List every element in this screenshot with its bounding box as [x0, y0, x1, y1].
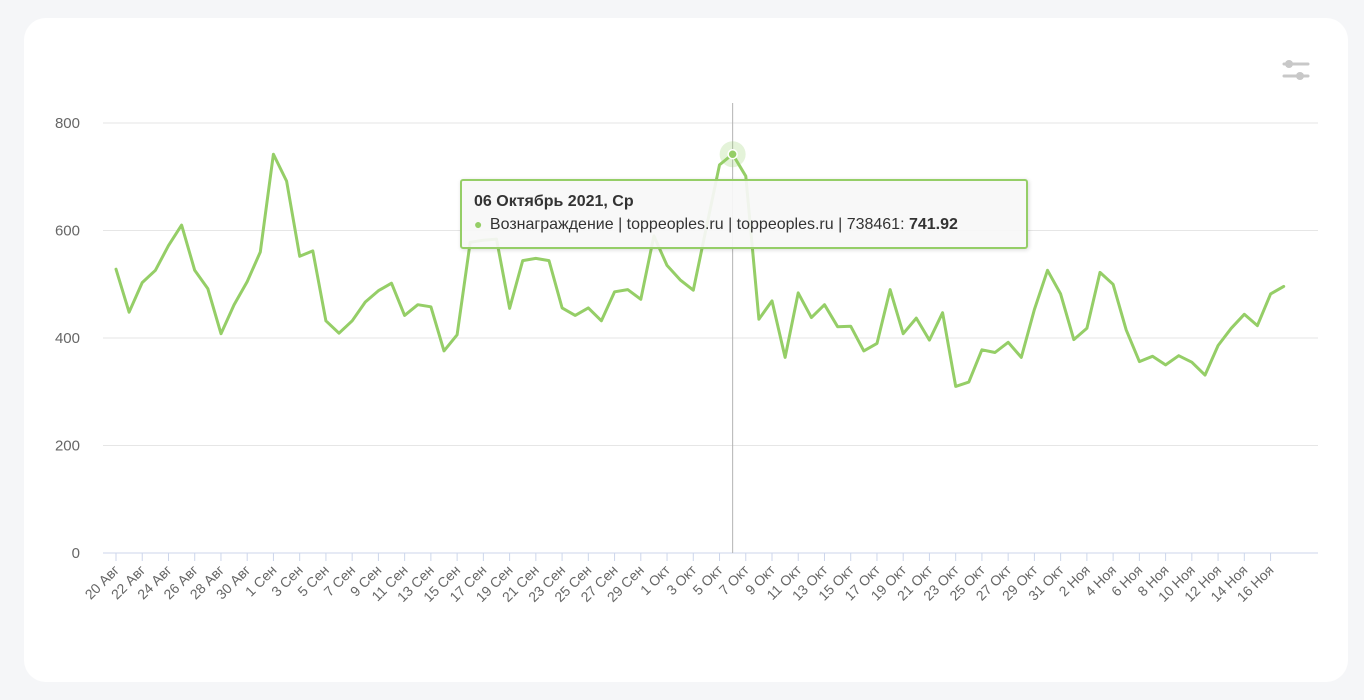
chart-tooltip: 06 Октябрь 2021, Ср ● Вознаграждение | t… [460, 179, 1028, 249]
y-tick-label: 800 [55, 115, 80, 132]
y-tick-label: 600 [55, 223, 80, 240]
series[interactable] [114, 152, 1286, 388]
chart-card [24, 18, 1348, 682]
chart-settings-button[interactable] [1278, 52, 1314, 88]
tooltip-value: 741.92 [908, 216, 958, 233]
y-tick-label: 400 [55, 330, 80, 347]
tooltip-title: 06 Октябрь 2021, Ср [474, 193, 634, 210]
series-line[interactable] [114, 152, 1286, 388]
tooltip-row: ● Вознаграждение | toppeoples.ru | toppe… [474, 216, 1014, 234]
hover-marker [719, 141, 746, 168]
y-tick-label: 200 [55, 438, 80, 455]
series-dot-icon: ● [474, 216, 483, 232]
tooltip-series-label: Вознаграждение | toppeoples.ru | toppeop… [489, 216, 905, 233]
hover-point [727, 148, 738, 160]
y-tick-label: 0 [72, 545, 80, 562]
y-axis-tick-labels: 0 200 400 600 800 [55, 115, 80, 562]
gridlines [103, 122, 1318, 446]
sliders-icon [1282, 60, 1310, 80]
